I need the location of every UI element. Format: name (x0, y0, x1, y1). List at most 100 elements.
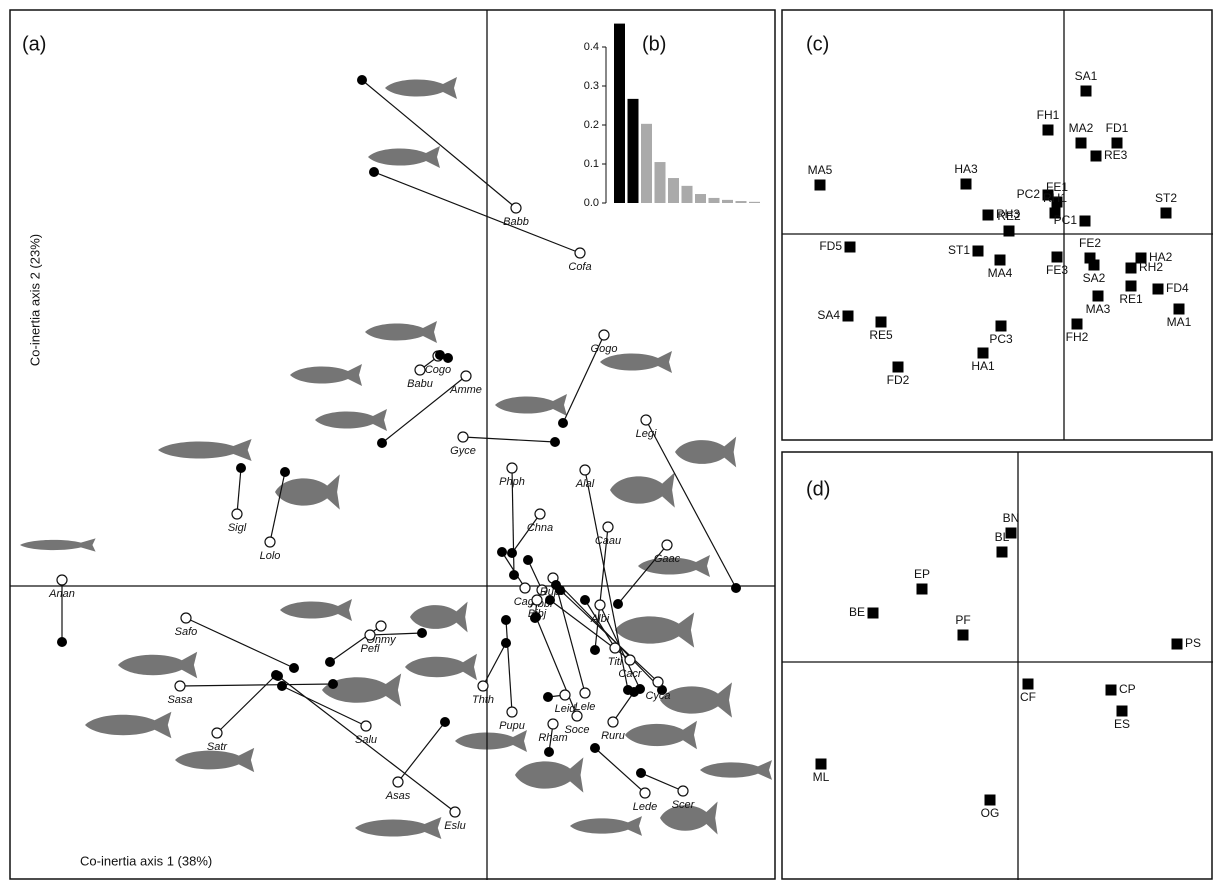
open-point (661, 539, 673, 551)
open-point (574, 247, 586, 259)
pair-link (612, 691, 635, 723)
species-label: Caau (595, 535, 621, 547)
species-label: Thth (472, 694, 494, 706)
open-point (579, 687, 591, 699)
fish-silhouette (275, 474, 340, 510)
point-label: FH2 (1066, 330, 1089, 344)
filled-point (417, 628, 427, 638)
filled-point (558, 418, 568, 428)
point (1042, 124, 1054, 136)
panel-label: (d) (806, 478, 830, 500)
fish-silhouette (675, 436, 737, 468)
point-label: MA2 (1069, 121, 1094, 135)
point-label: FD1 (1106, 121, 1129, 135)
species-label: Scer (672, 799, 696, 811)
point-label: RE1 (1119, 292, 1143, 306)
point-label: MA1 (1167, 315, 1192, 329)
point-label: PC2 (1017, 187, 1041, 201)
y-tick-label: 0.0 (584, 197, 599, 209)
species-label: Rham (538, 732, 567, 744)
species-label: Amme (449, 384, 482, 396)
point-label: MA4 (988, 266, 1013, 280)
point (1079, 215, 1091, 227)
point (982, 209, 994, 221)
fish-silhouette (322, 673, 402, 707)
filled-point (551, 580, 561, 590)
open-point (602, 521, 614, 533)
fish-silhouette (385, 77, 457, 99)
filled-point (280, 467, 290, 477)
fish-silhouette (570, 816, 642, 836)
open-point (510, 202, 522, 214)
fish-silhouette (20, 538, 96, 552)
open-point (609, 642, 621, 654)
filled-point (435, 350, 445, 360)
pair-link (185, 617, 295, 669)
point (1105, 684, 1117, 696)
filled-point (550, 437, 560, 447)
point-label: EP (914, 567, 930, 581)
point-label: PS (1185, 636, 1201, 650)
open-point (607, 716, 619, 728)
pair-link (281, 685, 367, 727)
fish-silhouette (158, 439, 252, 461)
y-axis-label: Co-inertia axis 2 (23%) (27, 234, 42, 366)
pair-link (559, 589, 659, 683)
point (972, 245, 984, 257)
open-point (414, 364, 426, 376)
point (1022, 678, 1034, 690)
bar (627, 98, 639, 203)
pair-link (373, 171, 581, 254)
point-label: RH3 (996, 207, 1020, 221)
species-label: Gyce (450, 445, 476, 457)
species-label: Ruru (601, 730, 625, 742)
bar (614, 23, 625, 203)
point (842, 310, 854, 322)
bar (735, 201, 747, 203)
species-label: Albi (590, 613, 610, 625)
point (916, 583, 928, 595)
fish-silhouette (280, 599, 352, 621)
point-label: FD5 (819, 239, 842, 253)
pair-link (555, 584, 586, 694)
point (844, 241, 856, 253)
point (875, 316, 887, 328)
filled-point (657, 685, 667, 695)
filled-point (440, 717, 450, 727)
point-label: RH1 (1043, 191, 1067, 205)
species-label: Cyca (645, 690, 670, 702)
open-point (519, 582, 531, 594)
bar (654, 162, 666, 203)
open-point (457, 431, 469, 443)
point (1116, 705, 1128, 717)
point (815, 758, 827, 770)
point (1125, 280, 1137, 292)
point (1135, 252, 1147, 264)
open-point (360, 720, 372, 732)
species-label: Sigl (228, 522, 247, 534)
pair-link (216, 674, 277, 734)
point (1173, 303, 1185, 315)
filled-point (545, 595, 555, 605)
point (1042, 189, 1054, 201)
point-label: HA3 (954, 162, 978, 176)
pair-link (269, 471, 286, 543)
open-point (559, 689, 571, 701)
filled-point (590, 645, 600, 655)
filled-point (443, 353, 453, 363)
point-label: SA4 (817, 308, 840, 322)
species-label: Legi (636, 428, 657, 440)
species-label: Satr (207, 741, 229, 753)
filled-point (523, 555, 533, 565)
fish-silhouette (610, 472, 675, 508)
bar (641, 123, 652, 203)
pair-link (535, 616, 578, 717)
fish-silhouette (410, 601, 468, 633)
point (1171, 638, 1183, 650)
open-point (211, 727, 223, 739)
point (995, 320, 1007, 332)
open-point (534, 508, 546, 520)
bar (681, 185, 693, 203)
point-label: HA2 (1149, 250, 1173, 264)
